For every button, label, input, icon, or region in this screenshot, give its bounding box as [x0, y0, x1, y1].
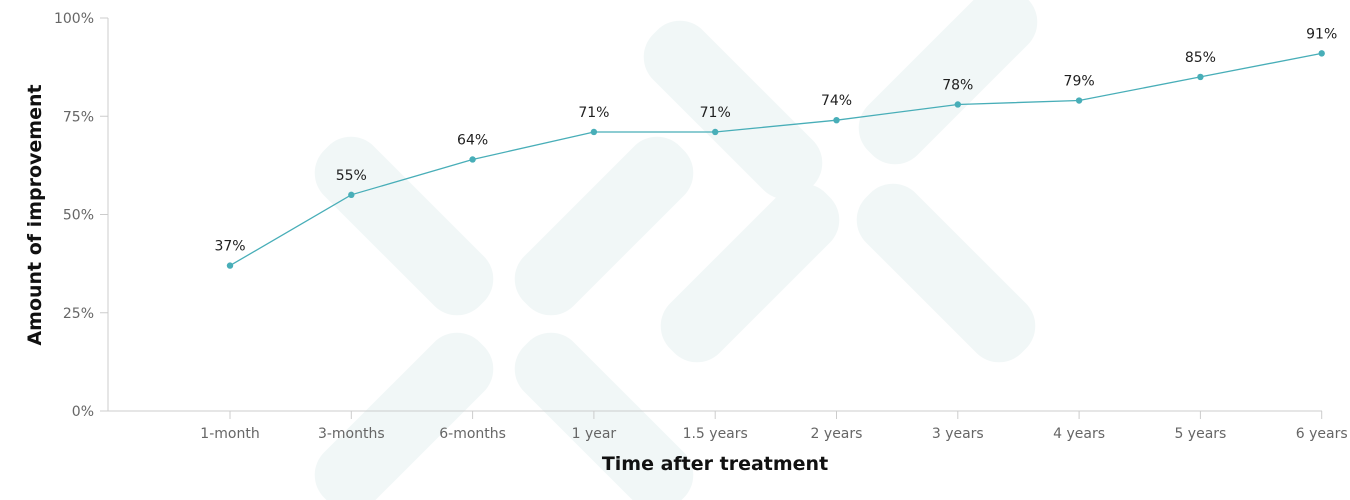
x-tick-label: 2 years	[811, 426, 863, 442]
watermark-bar	[643, 20, 823, 200]
data-label: 78%	[942, 77, 973, 93]
data-point	[712, 128, 719, 136]
data-label: 55%	[336, 168, 367, 184]
data-label: 71%	[700, 105, 731, 121]
watermark-bar	[660, 183, 840, 363]
data-label: 85%	[1185, 50, 1216, 66]
data-labels: 37% 55% 64% 71% 71% 74% 78% 79% 85% 91%	[214, 26, 1337, 254]
data-points	[226, 50, 1325, 269]
series-line	[229, 52, 1322, 267]
data-point	[1075, 97, 1083, 104]
data-label: 91%	[1306, 26, 1337, 42]
watermark-bar	[856, 183, 1036, 363]
data-label: 71%	[578, 105, 609, 121]
y-axis-ticks: 0% 25% 50% 75% 100%	[54, 11, 108, 420]
data-point	[590, 128, 598, 136]
data-label: 79%	[1064, 74, 1095, 90]
y-tick-label: 50%	[63, 208, 94, 224]
y-tick-label: 75%	[63, 109, 94, 125]
y-tick-label: 0%	[72, 404, 94, 420]
y-tick-label: 25%	[63, 306, 94, 322]
x-tick-label: 3 years	[932, 426, 984, 442]
data-label: 37%	[214, 239, 245, 255]
x-axis-title: Time after treatment	[602, 453, 828, 475]
data-point	[469, 156, 476, 163]
y-axis-title: Amount of improvement	[24, 84, 46, 345]
x-tick-label: 4 years	[1053, 426, 1105, 442]
x-tick-label: 1-month	[200, 426, 259, 442]
data-label: 74%	[821, 93, 852, 109]
watermark-bar	[858, 0, 1038, 165]
x-tick-label: 3-months	[318, 426, 385, 442]
watermark-bar	[314, 332, 494, 500]
watermark-bar	[514, 136, 694, 316]
x-tick-label: 1 year	[572, 426, 617, 442]
data-point	[1197, 73, 1204, 81]
data-label: 64%	[457, 132, 488, 148]
bandage-watermark-icon	[314, 0, 1038, 500]
x-tick-label: 6-months	[439, 426, 506, 442]
data-point	[833, 116, 840, 124]
x-tick-label: 6 years	[1296, 426, 1348, 442]
x-tick-label: 1.5 years	[683, 426, 748, 442]
data-point	[954, 101, 961, 108]
x-axis-ticks: 1-month 3-months 6-months 1 year 1.5 years 2 …	[200, 411, 1348, 442]
data-point	[348, 191, 355, 199]
watermark-bar	[514, 332, 694, 500]
data-point	[226, 262, 234, 269]
data-point	[1318, 50, 1325, 57]
watermark-bar	[314, 136, 494, 316]
x-tick-label: 5 years	[1174, 426, 1226, 442]
y-tick-label: 100%	[54, 11, 94, 27]
